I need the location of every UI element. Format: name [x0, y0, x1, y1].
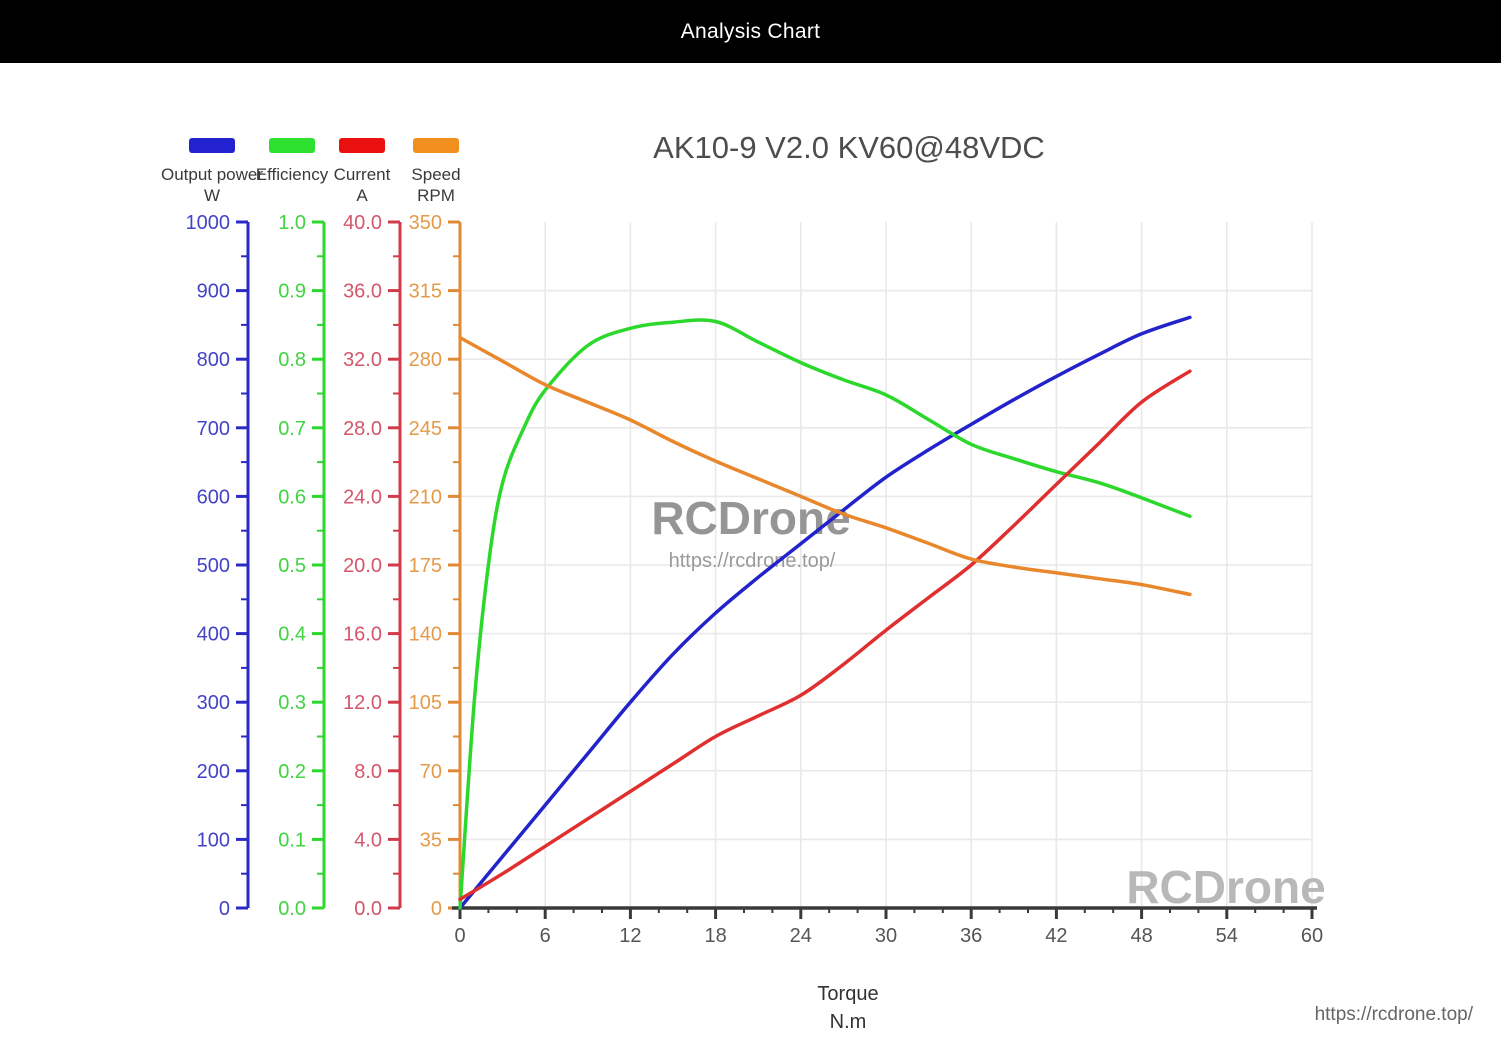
x-axis-label-name: Torque [817, 983, 879, 1005]
speed-tick-label: 105 [409, 692, 442, 714]
speed-curve [458, 335, 1192, 597]
efficiency-tick-label: 0.5 [278, 555, 306, 577]
speed-tick-label: 0 [431, 898, 442, 920]
x-tick-label: 42 [1045, 925, 1067, 947]
x-tick-label: 36 [960, 925, 982, 947]
power-tick-label: 600 [197, 486, 230, 508]
power-tick-label: 100 [197, 829, 230, 851]
current-tick-label: 0.0 [354, 898, 382, 920]
efficiency-tick-label: 0.1 [278, 829, 306, 851]
x-tick-label: 6 [540, 925, 551, 947]
x-axis-label-unit: N.m [829, 1011, 867, 1033]
current-curve [458, 369, 1192, 902]
x-tick-label: 24 [790, 925, 812, 947]
legend-label: Current [333, 165, 391, 184]
current-tick-label: 32.0 [343, 349, 382, 371]
speed-tick-label: 280 [409, 349, 442, 371]
power-tick-label: 800 [197, 349, 230, 371]
current-tick-label: 8.0 [354, 761, 382, 783]
legend-unit: W [203, 186, 221, 205]
efficiency-tick-label: 0.6 [278, 486, 306, 508]
current-tick-label: 28.0 [343, 418, 382, 440]
legend-label: Speed [411, 165, 461, 184]
x-axis-label: Torque N.m [748, 980, 948, 1036]
chart-title: AK10-9 V2.0 KV60@48VDC [653, 130, 1045, 165]
power-tick-label: 200 [197, 761, 230, 783]
speed-tick-label: 245 [409, 418, 442, 440]
efficiency-swatch [269, 138, 315, 153]
watermark-rcdrone-bottom: RCDrone [1126, 861, 1325, 913]
power-tick-label: 700 [197, 418, 230, 440]
legend-label: Efficiency [255, 165, 329, 184]
legend-item-efficiency: Efficiency [247, 138, 337, 185]
x-tick-label: 0 [454, 925, 465, 947]
efficiency-tick-label: 0.2 [278, 761, 306, 783]
efficiency-tick-label: 0.7 [278, 418, 306, 440]
efficiency-tick-label: 0.9 [278, 281, 306, 303]
current-tick-label: 20.0 [343, 555, 382, 577]
power-tick-label: 1000 [186, 212, 231, 234]
speed-tick-label: 140 [409, 624, 442, 646]
x-tick-label: 60 [1301, 925, 1323, 947]
speed-tick-label: 350 [409, 212, 442, 234]
power-tick-label: 0 [219, 898, 230, 920]
current-tick-label: 24.0 [343, 486, 382, 508]
power-tick-label: 900 [197, 281, 230, 303]
speed-tick-label: 175 [409, 555, 442, 577]
speed-tick-label: 70 [420, 761, 442, 783]
x-tick-label: 12 [619, 925, 641, 947]
speed-tick-label: 35 [420, 829, 442, 851]
efficiency-tick-label: 0.4 [278, 624, 306, 646]
legend-item-output-power: Output power W [152, 138, 272, 206]
speed-tick-label: 315 [409, 281, 442, 303]
output-power-swatch [189, 138, 235, 153]
watermark-url-center: https://rcdrone.top/ [669, 550, 836, 572]
current-swatch [339, 138, 385, 153]
current-tick-label: 12.0 [343, 692, 382, 714]
watermark-rcdrone-center: RCDrone [651, 492, 850, 544]
x-tick-label: 30 [875, 925, 897, 947]
efficiency-curve [458, 318, 1192, 910]
x-tick-label: 48 [1130, 925, 1152, 947]
power-tick-label: 400 [197, 624, 230, 646]
app-header: Analysis Chart [0, 0, 1501, 63]
legend-unit: A [356, 186, 368, 205]
efficiency-tick-label: 0.8 [278, 349, 306, 371]
footer-url: https://rcdrone.top/ [1314, 1004, 1473, 1025]
x-tick-label: 18 [704, 925, 726, 947]
power-curve [458, 315, 1192, 910]
efficiency-tick-label: 1.0 [278, 212, 306, 234]
current-tick-label: 40.0 [343, 212, 382, 234]
legend-unit: RPM [417, 186, 455, 205]
power-tick-label: 300 [197, 692, 230, 714]
current-tick-label: 36.0 [343, 281, 382, 303]
speed-tick-label: 210 [409, 486, 442, 508]
legend-item-speed: Speed RPM [391, 138, 481, 206]
efficiency-tick-label: 0.0 [278, 898, 306, 920]
power-tick-label: 500 [197, 555, 230, 577]
speed-swatch [413, 138, 459, 153]
legend-label: Output power [160, 165, 264, 184]
legend-item-current: Current A [317, 138, 407, 206]
current-tick-label: 16.0 [343, 624, 382, 646]
current-tick-label: 4.0 [354, 829, 382, 851]
header-title: Analysis Chart [680, 19, 821, 43]
efficiency-tick-label: 0.3 [278, 692, 306, 714]
x-tick-label: 54 [1216, 925, 1238, 947]
